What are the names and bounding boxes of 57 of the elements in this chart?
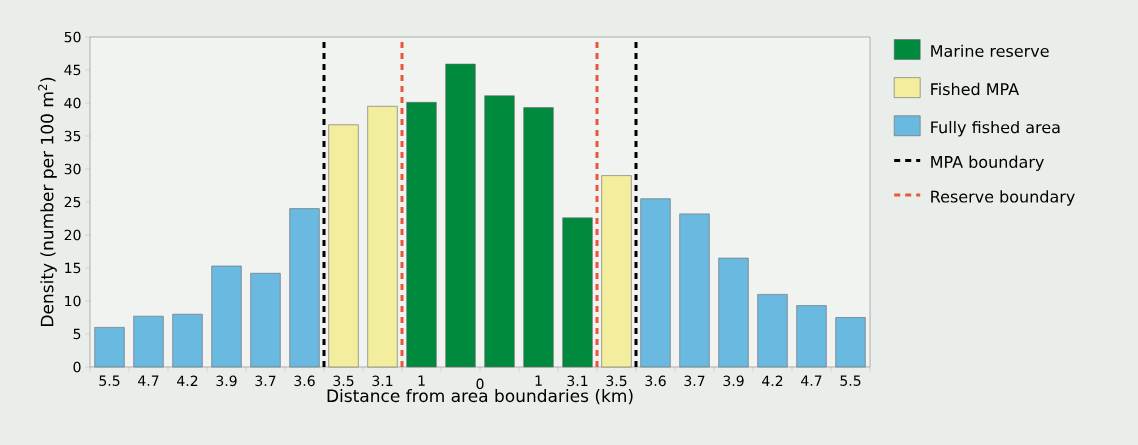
x-tick-label: 4.7 <box>801 375 822 386</box>
text: 0 <box>476 378 484 390</box>
x-tick-label: 5.5 <box>840 375 861 386</box>
bar <box>523 107 554 368</box>
bar <box>640 198 671 368</box>
y-tick-label: 20 <box>64 229 81 241</box>
bar <box>445 63 476 368</box>
bar <box>601 175 632 368</box>
legend-label: Marine reserve <box>931 44 1049 58</box>
bar <box>250 272 281 368</box>
y-tick-label: 10 <box>65 295 81 307</box>
x-tick-label: 1 <box>418 375 425 386</box>
x-tick-label: 3.5 <box>333 375 354 387</box>
x-tick-label: 3.9 <box>216 375 237 387</box>
bar <box>289 208 320 368</box>
x-tick-label: 4.2 <box>762 375 783 386</box>
bar <box>484 95 515 368</box>
y-tick-label: 5 <box>73 328 81 340</box>
legend-label: Fished MPA <box>931 82 1019 96</box>
bar <box>172 313 203 368</box>
bar <box>757 294 788 368</box>
bar <box>94 327 125 368</box>
bar <box>406 102 437 368</box>
x-axis-title: Distance from area boundaries (km) <box>327 388 633 405</box>
x-tick-label: 1 <box>535 375 542 386</box>
y-tick-label: 15 <box>65 262 81 274</box>
x-tick-label: 3.6 <box>294 375 315 387</box>
legend-label: Fully fished area <box>931 120 1060 137</box>
x-tick-label: 3.5 <box>606 375 627 387</box>
x-tick-label: 3.7 <box>255 375 276 387</box>
bar <box>367 106 398 368</box>
y-tick-label: 40 <box>64 97 81 109</box>
y-tick-label: 0 <box>73 361 81 373</box>
bar <box>679 213 710 368</box>
x-tick-label: 4.2 <box>177 375 198 386</box>
bar <box>562 217 593 368</box>
text: MPA boundary <box>931 155 1044 172</box>
y-tick-label: 25 <box>64 196 81 208</box>
y-tick-label: 35 <box>64 130 81 142</box>
bar <box>211 265 242 368</box>
x-tick-label: 4.7 <box>138 375 159 386</box>
x-tick-label: 3.6 <box>645 375 666 387</box>
bar <box>796 305 827 368</box>
text: Reserve boundary <box>931 190 1075 206</box>
bar <box>133 315 164 368</box>
x-tick-label: 3.9 <box>723 375 744 387</box>
y-tick-label: 30 <box>64 163 81 175</box>
x-tick-label: 3.1 <box>567 375 588 387</box>
x-tick-label: 3.1 <box>372 375 393 387</box>
bar <box>835 317 866 368</box>
bar <box>718 257 749 368</box>
y-tick-label: 50 <box>64 31 81 43</box>
x-tick-label: 5.5 <box>99 375 120 386</box>
y-axis-title: Density (number per 100 m$^{2}$) <box>38 77 57 326</box>
y-tick-label: 45 <box>64 64 81 76</box>
bar <box>328 124 359 368</box>
x-tick-label: 3.7 <box>684 375 705 387</box>
